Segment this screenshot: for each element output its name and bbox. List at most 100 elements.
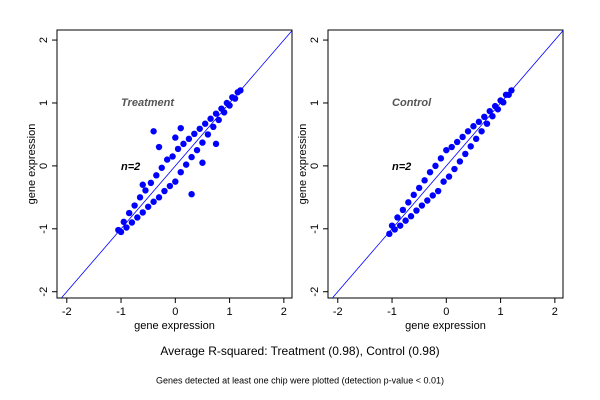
point (142, 187, 149, 194)
point (391, 226, 398, 233)
y-tick-label: -1 (309, 224, 321, 234)
caption: Average R-squared: Treatment (0.98), Con… (160, 344, 439, 358)
point (445, 173, 453, 180)
points (60, 30, 292, 298)
point (494, 106, 502, 113)
x-tick-label: 1 (227, 306, 233, 318)
point (231, 95, 239, 102)
point (177, 168, 184, 176)
point (199, 139, 206, 146)
point (226, 102, 233, 109)
sample-count: n=2 (392, 161, 411, 173)
plot-frame (56, 29, 293, 299)
x-tick-label: 0 (172, 306, 178, 318)
y-tick-label: 2 (38, 37, 50, 43)
point (415, 184, 423, 192)
x-axis-title: gene expression (134, 320, 215, 332)
point (196, 125, 203, 132)
point (407, 213, 415, 220)
plot-frame (327, 29, 564, 299)
point (483, 120, 491, 127)
y-tick-label: 1 (38, 100, 50, 106)
point (410, 191, 417, 199)
point (413, 207, 420, 214)
point (434, 187, 442, 195)
point (470, 123, 477, 130)
identity-line (331, 30, 563, 298)
point (489, 112, 496, 120)
point (158, 164, 165, 171)
point (405, 199, 412, 206)
point (237, 87, 244, 94)
point (147, 179, 155, 187)
point (155, 143, 163, 151)
point (188, 190, 195, 198)
y-axis-title: gene expression (26, 124, 38, 205)
point (191, 130, 198, 138)
y-tick-label: 1 (309, 100, 321, 106)
x-tick-label: -1 (116, 306, 126, 318)
point (443, 146, 450, 154)
point (188, 153, 195, 161)
point (426, 168, 434, 176)
point (125, 209, 133, 217)
point (134, 214, 141, 221)
x-axis-title: gene expression (405, 320, 486, 332)
point (386, 230, 393, 238)
point (193, 146, 201, 154)
point (440, 178, 447, 185)
point (418, 202, 426, 209)
point (177, 124, 184, 132)
point (210, 123, 217, 131)
point (215, 116, 222, 124)
point (459, 133, 466, 141)
y-axis-title: gene expression (297, 124, 309, 205)
point (464, 128, 472, 135)
point (399, 206, 407, 214)
point (207, 115, 214, 122)
point (467, 143, 474, 150)
point (500, 99, 507, 106)
x-tick-label: -2 (333, 306, 343, 318)
point (486, 107, 493, 115)
x-tick-label: 2 (552, 306, 558, 318)
x-tick-label: 0 (443, 306, 449, 318)
point (212, 140, 220, 148)
y-tick-label: 2 (309, 37, 321, 43)
point (394, 214, 401, 221)
x-tick-label: -2 (62, 306, 72, 318)
point (199, 159, 206, 166)
point (212, 110, 220, 117)
point (117, 228, 125, 236)
point (172, 178, 179, 185)
point (472, 135, 480, 143)
point (437, 155, 445, 162)
x-tick-label: 1 (498, 306, 504, 318)
point (448, 143, 455, 151)
point (131, 202, 138, 209)
point (453, 138, 461, 146)
sample-count: n=2 (121, 161, 140, 173)
y-tick-label: -1 (38, 224, 50, 234)
point (163, 156, 171, 163)
point (128, 219, 136, 226)
point (120, 218, 127, 226)
point (166, 182, 174, 190)
panel-label: Treatment (121, 97, 175, 109)
point (429, 192, 436, 199)
point (150, 128, 157, 135)
point (220, 109, 228, 116)
footnote: Genes detected at least one chip were pl… (156, 375, 444, 385)
point (155, 194, 163, 201)
point (396, 222, 404, 229)
point (136, 194, 144, 201)
points (331, 30, 563, 298)
point (139, 209, 146, 216)
panel: -2 -1 0 1 2 -2 -1 0 1 2 gene expression gene expres… (26, 29, 293, 332)
point (424, 197, 431, 204)
panel-label: Control (392, 97, 432, 109)
y-tick-label: -2 (38, 287, 50, 297)
point (475, 118, 483, 126)
point (201, 120, 209, 127)
point (169, 153, 176, 160)
